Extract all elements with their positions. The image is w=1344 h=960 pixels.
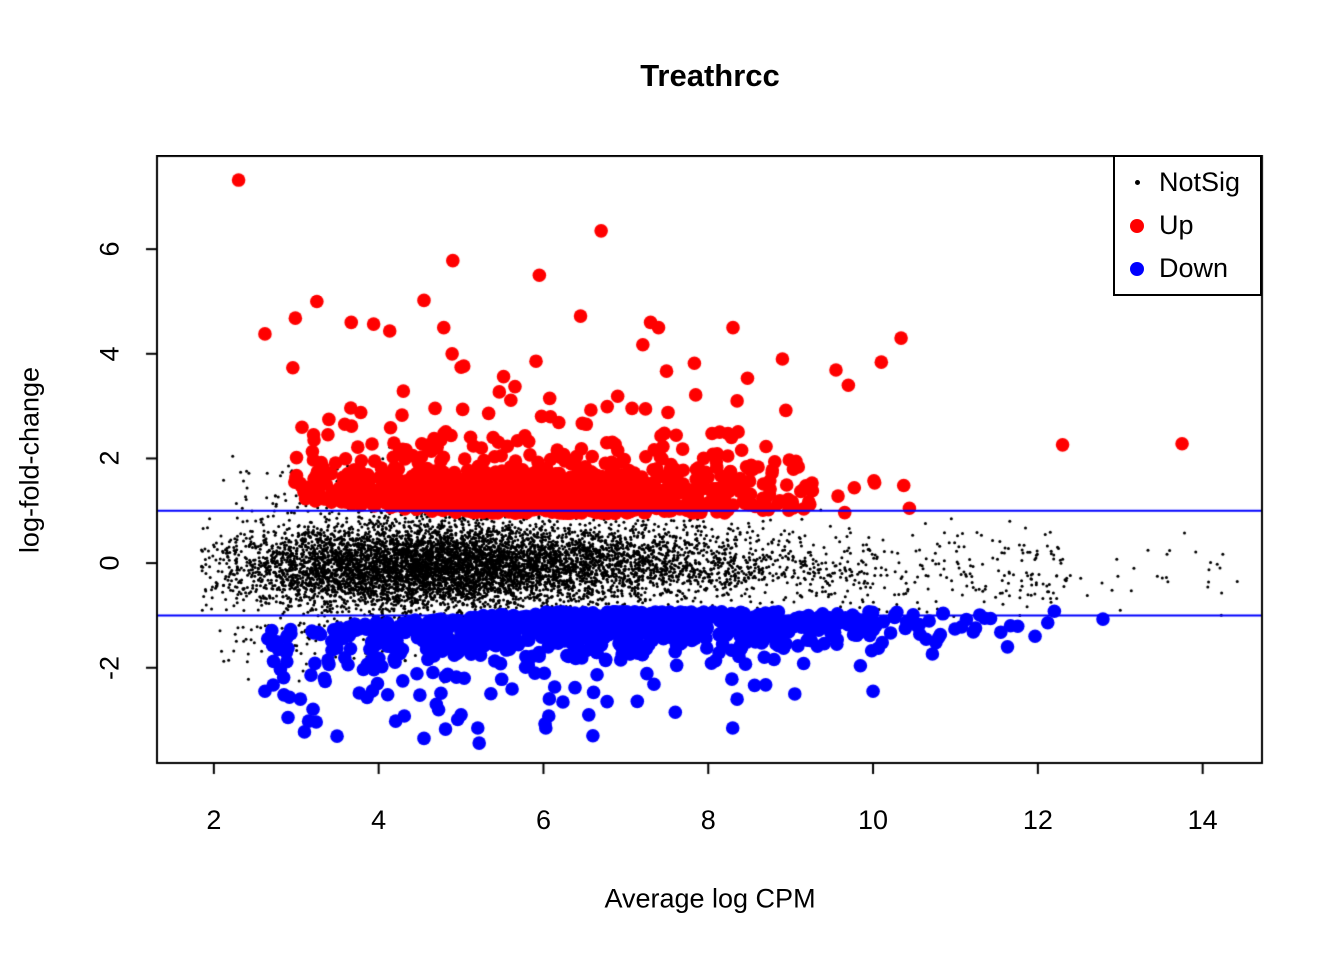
- chart-title: Treathrcc: [640, 58, 780, 93]
- x-tick-label: 8: [700, 805, 716, 835]
- y-tick-label: 0: [94, 555, 125, 571]
- x-tick-label: 4: [371, 805, 387, 835]
- legend-item-notsig: NotSig: [1115, 162, 1260, 204]
- x-tick-label: 2: [206, 805, 222, 835]
- x-tick-label: 14: [1187, 805, 1218, 835]
- legend-label-down: Down: [1159, 253, 1229, 283]
- y-tick-label: 4: [94, 346, 125, 362]
- legend-label-up: Up: [1159, 210, 1194, 240]
- legend: NotSig Up Down: [1113, 155, 1262, 296]
- down-dot-icon: [1130, 261, 1144, 276]
- legend-marker-cell: [1115, 261, 1159, 276]
- x-tick-label: 10: [858, 805, 889, 835]
- legend-item-down: Down: [1115, 248, 1260, 290]
- y-tick-label: -2: [94, 655, 125, 680]
- y-axis-label: log-fold-change: [14, 366, 45, 554]
- legend-marker-cell: [1115, 180, 1159, 185]
- y-tick-label: 2: [94, 450, 125, 466]
- legend-item-up: Up: [1115, 205, 1260, 247]
- x-tick-label: 12: [1022, 805, 1053, 835]
- legend-label-notsig: NotSig: [1159, 167, 1241, 197]
- notsig-dot-icon: [1134, 180, 1140, 185]
- legend-marker-cell: [1115, 218, 1159, 233]
- up-dot-icon: [1130, 218, 1144, 233]
- y-tick-label: 6: [94, 241, 125, 257]
- x-tick-label: 6: [535, 805, 551, 835]
- x-axis-label: Average log CPM: [604, 883, 816, 914]
